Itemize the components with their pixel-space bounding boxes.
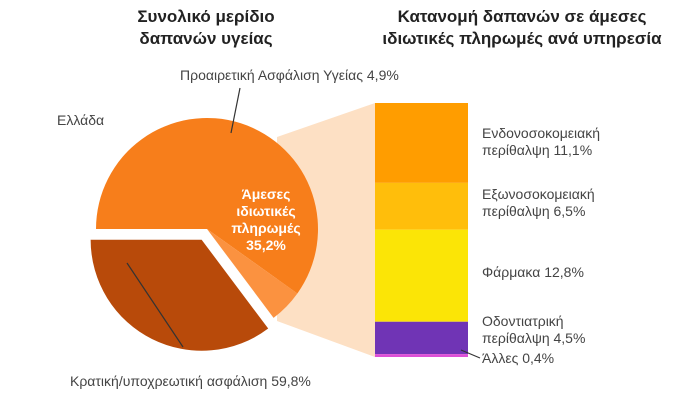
leader-line-other	[460, 349, 481, 359]
slice-label-direct-line-3: πληρωμές	[231, 220, 301, 236]
pie-slice-voluntary-insurance	[207, 229, 298, 318]
stacked-bar-chart	[375, 103, 468, 357]
pie-slice-state-insurance	[96, 118, 318, 294]
slice-label-voluntary-insurance-text: Προαιρετική Ασφάλιση Υγείας 4,9%	[180, 67, 399, 83]
slice-label-voluntary-insurance: Προαιρετική Ασφάλιση Υγείας 4,9%	[180, 67, 399, 84]
bar-label-dental-line-1: Οδοντιατρική	[482, 313, 564, 329]
slice-label-direct-line-1: Άμεσες	[241, 186, 291, 202]
bar-label-pharmaceuticals: Φάρμακα 12,8%	[482, 264, 584, 281]
slice-label-state-insurance: Κρατική/υποχρεωτική ασφάλιση 59,8%	[70, 373, 311, 390]
slice-label-direct-payments: Άμεσες ιδιωτικές πληρωμές 35,2%	[216, 186, 316, 254]
bar-chart-title: Κατανομή δαπανών σε άμεσες ιδιωτικές πλη…	[348, 6, 696, 50]
pie-series-label: Ελλάδα	[57, 112, 105, 128]
slice-label-state-insurance-text: Κρατική/υποχρεωτική ασφάλιση 59,8%	[70, 373, 311, 389]
pie-chart-title: Συνολικό μερίδιο δαπανών υγείας	[90, 6, 322, 50]
bar-label-outpatient-line-1: Εξωνοσοκομειακή	[482, 186, 595, 202]
bar-label-outpatient-line-2: περίθαλψη 6,5%	[482, 203, 586, 219]
slice-label-direct-line-2: ιδιωτικές	[236, 203, 296, 219]
leader-line-state-insurance	[126, 262, 184, 348]
pie-title-line-1: Συνολικό μερίδιο	[137, 7, 275, 26]
bar-label-pharmaceuticals-line-1: Φάρμακα 12,8%	[482, 264, 584, 280]
bar-title-line-1: Κατανομή δαπανών σε άμεσες	[397, 7, 647, 26]
bar-label-dental-line-2: περίθαλψη 4,5%	[482, 330, 586, 346]
bar-segment-pharmaceuticals	[375, 229, 468, 322]
bar-segment-inpatient	[375, 103, 468, 183]
bar-label-other: Άλλες 0,4%	[482, 350, 554, 367]
leader-line-voluntary-insurance	[230, 87, 241, 134]
exploded-slice-connector	[277, 103, 375, 357]
bar-segment-other	[375, 354, 468, 357]
bar-label-inpatient-line-2: περίθαλψη 11,1%	[482, 142, 593, 158]
bar-label-other-line-1: Άλλες 0,4%	[482, 350, 555, 366]
bar-segment-outpatient	[375, 182, 468, 230]
bar-label-outpatient: Εξωνοσοκομειακή περίθαλψη 6,5%	[482, 186, 595, 220]
bar-label-inpatient: Ενδονοσοκομειακή περίθαλψη 11,1%	[482, 125, 600, 159]
pie-title-line-2: δαπανών υγείας	[139, 29, 273, 48]
bar-label-inpatient-line-1: Ενδονοσοκομειακή	[482, 125, 601, 141]
bar-segment-dental	[375, 321, 468, 355]
pie-slice-direct-payments	[90, 239, 269, 351]
slice-label-direct-value: 35,2%	[246, 237, 286, 253]
bar-title-line-2: ιδιωτικές πληρωμές ανά υπηρεσία	[382, 29, 662, 48]
bar-label-dental: Οδοντιατρική περίθαλψη 4,5%	[482, 313, 585, 347]
pie-chart	[90, 118, 318, 351]
